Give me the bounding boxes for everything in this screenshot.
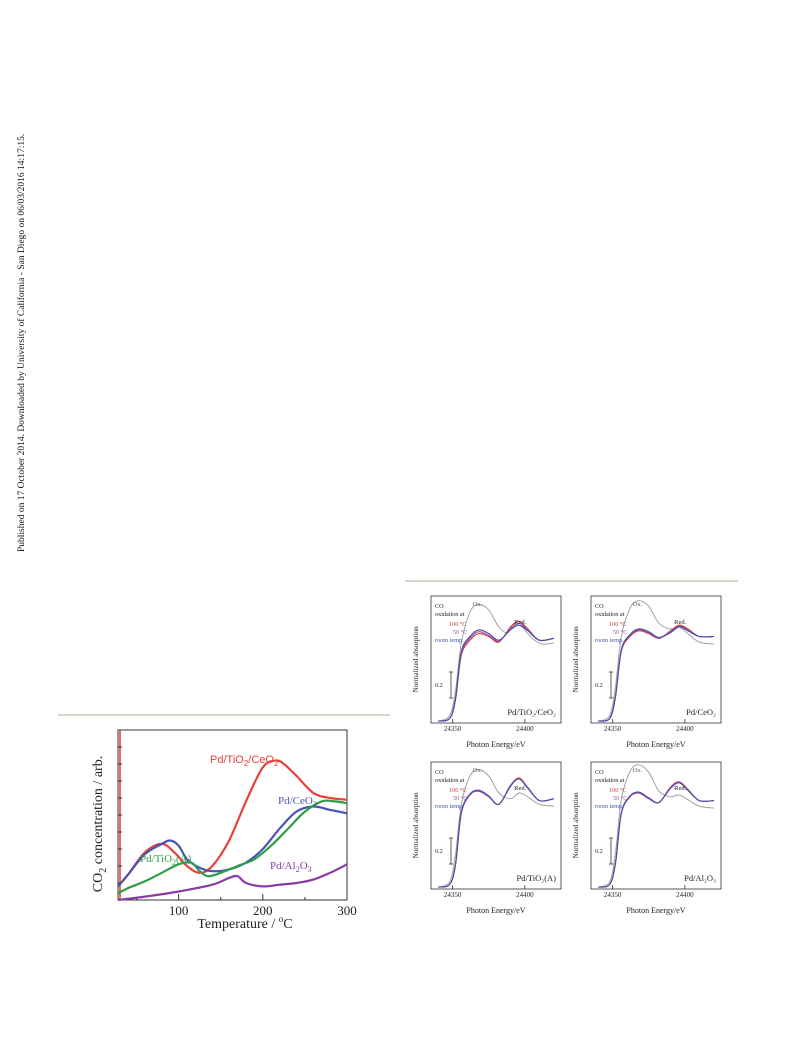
x-tick-label: 24400 <box>516 891 534 899</box>
series-label-pd-tio2-ceo2: Pd/TiO2/CeO2 <box>210 754 279 768</box>
xanes-curve-0 <box>598 600 714 722</box>
legend-entry-2: 100 °C <box>449 621 466 628</box>
scale-label: 0.2 <box>595 682 603 689</box>
x-tick-label: 300 <box>337 903 357 918</box>
series-line-3 <box>117 863 348 902</box>
legend-entry-1: oxidation at <box>435 777 465 784</box>
legend-entry-4: room temp. <box>435 803 464 810</box>
y-axis-label: Normalized absorption <box>572 626 580 692</box>
red-label: Red. <box>674 619 686 626</box>
series-label-pd-tio2-a: Pd/TiO2(A) <box>140 853 192 867</box>
legend-entry-0: CO <box>435 769 444 776</box>
series-line-1 <box>117 805 348 888</box>
legend-entry-0: CO <box>435 603 444 610</box>
series-line-0 <box>117 759 348 888</box>
panel-sample-label: Pd/Al₂O₃ <box>684 873 716 883</box>
legend-entry-3: 50 °C <box>613 629 627 636</box>
legend-entry-4: room temp. <box>595 637 624 644</box>
red-label: Red. <box>674 785 686 792</box>
scale-label: 0.2 <box>435 682 443 689</box>
legend-entry-3: 50 °C <box>453 629 467 636</box>
y-axis-label: Normalized absorption <box>412 626 420 692</box>
x-tick-label: 24350 <box>604 725 622 733</box>
scale-label: 0.2 <box>595 848 603 855</box>
ox-label: Ox. <box>473 767 483 774</box>
scale-label: 0.2 <box>435 848 443 855</box>
divider-left <box>58 714 390 716</box>
x-tick-label: 200 <box>253 903 273 918</box>
legend-entry-1: oxidation at <box>435 611 465 618</box>
x-tick-label: 24400 <box>676 891 694 899</box>
legend-entry-1: oxidation at <box>595 777 625 784</box>
legend-entry-0: CO <box>595 603 604 610</box>
series-label-pd-al2o3: Pd/Al2O3 <box>270 860 312 874</box>
divider-right <box>405 580 738 582</box>
legend-entry-2: 100 °C <box>609 787 626 794</box>
chart-axes: 100 200 300 <box>117 729 357 918</box>
legend-entry-2: 100 °C <box>609 621 626 628</box>
panel-sample-label: Pd/TiO₂(A) <box>517 873 557 883</box>
xanes-curve-0 <box>438 604 554 722</box>
panel-frame <box>430 595 562 724</box>
y-axis-label: CO2 concentration / arb. <box>91 756 109 892</box>
legend-entry-0: CO <box>595 769 604 776</box>
legend-entry-2: 100 °C <box>449 787 466 794</box>
xanes-curve-0 <box>438 769 554 888</box>
xanes-curve-3 <box>598 782 714 888</box>
legend-entry-1: oxidation at <box>595 611 625 618</box>
panel-frame <box>430 761 562 890</box>
publication-note: Published on 17 October 2014. Downloaded… <box>17 133 27 552</box>
co2-temperature-chart: 100 200 300 Pd/TiO2/CeO2 Pd/CeO2 Pd/TiO2(A… <box>91 729 357 932</box>
panel-sample-label: Pd/TiO₂/CeO₂ <box>507 707 556 717</box>
panel-frame <box>590 761 722 890</box>
x-axis-label: Temperature / oC <box>197 914 292 932</box>
xanes-curve-3 <box>438 778 554 888</box>
xanes-curve-0 <box>598 764 714 888</box>
x-tick-label: 100 <box>169 903 189 918</box>
ox-label: Ox. <box>633 601 643 608</box>
red-label: Red. <box>514 785 526 792</box>
x-tick-label: 24350 <box>444 725 462 733</box>
legend-entry-4: room temp. <box>435 637 464 644</box>
ox-label: Ox. <box>473 601 483 608</box>
legend-entry-3: 50 °C <box>453 795 467 802</box>
x-tick-label: 24400 <box>516 725 534 733</box>
panel-frame <box>590 595 722 724</box>
x-tick-label: 24350 <box>444 891 462 899</box>
series-label-pd-ceo2: Pd/CeO2 <box>278 795 317 809</box>
x-axis-label: Photon Energy/eV <box>626 740 685 749</box>
xanes-curve-3 <box>438 624 554 722</box>
ox-label: Ox. <box>633 767 643 774</box>
legend-entry-4: room temp. <box>595 803 624 810</box>
xanes-curve-3 <box>598 626 714 722</box>
x-axis-label: Photon Energy/eV <box>626 906 685 915</box>
x-tick-label: 24350 <box>604 891 622 899</box>
y-axis-label: Normalized absorption <box>572 792 580 858</box>
panel-sample-label: Pd/CeO₂ <box>686 707 716 717</box>
red-label: Red. <box>514 619 526 626</box>
y-axis-label: Normalized absorption <box>412 792 420 858</box>
chart-series <box>117 759 348 902</box>
x-axis-label: Photon Energy/eV <box>466 740 525 749</box>
series-line-2 <box>117 799 348 895</box>
legend-entry-3: 50 °C <box>613 795 627 802</box>
x-tick-label: 24400 <box>676 725 694 733</box>
x-axis-label: Photon Energy/eV <box>466 906 525 915</box>
